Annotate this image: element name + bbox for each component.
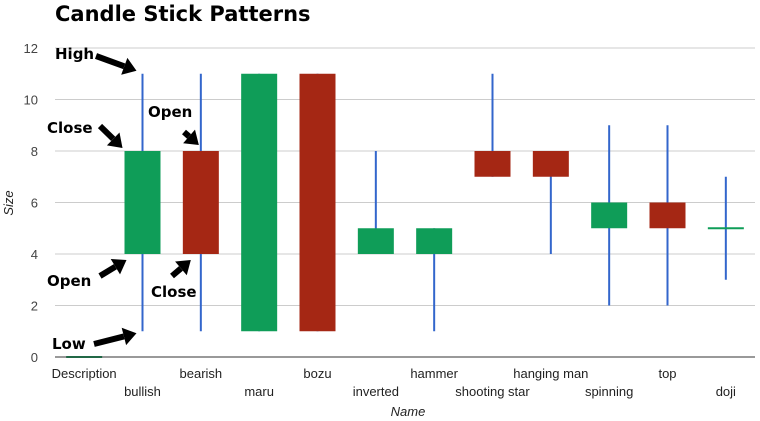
candle-body: [649, 202, 686, 229]
annotation-arrow: [97, 123, 116, 142]
candle-body: [474, 151, 511, 177]
candle-body: [241, 73, 278, 332]
annotation-label: High: [55, 45, 94, 63]
x-axis-title: Name: [391, 404, 426, 419]
annotation-arrow: [98, 264, 117, 279]
annotation-arrow: [170, 266, 183, 279]
annotation-label: Open: [148, 103, 192, 121]
x-tick-label: top: [658, 366, 676, 381]
y-axis-title: Size: [1, 190, 16, 215]
annotation-arrowhead: [175, 260, 191, 276]
candles: [66, 73, 744, 358]
x-tick-label: bullish: [124, 384, 161, 399]
x-tick-label: hanging man: [513, 366, 588, 381]
y-tick-label: 6: [31, 196, 38, 211]
chart-title: Candle Stick Patterns: [55, 2, 311, 26]
annotation-label: Low: [52, 335, 86, 353]
annotation-arrow: [182, 129, 192, 139]
candle: [299, 73, 336, 332]
annotation-arrow: [94, 53, 126, 70]
candle-body: [532, 151, 569, 177]
candle: [707, 176, 744, 280]
candle: [357, 151, 394, 254]
annotation-label: Close: [47, 119, 93, 137]
candle-body: [182, 151, 219, 254]
x-tick-label: bozu: [303, 366, 331, 381]
candle-body: [299, 73, 336, 332]
x-tick-label: doji: [716, 384, 736, 399]
candle-body: [416, 228, 453, 254]
candle: [416, 228, 453, 332]
annotations: High Close Open Open Close Low: [47, 45, 199, 353]
y-axis-ticks: 0 2 4 6 8 10 12: [24, 41, 38, 365]
y-tick-label: 12: [24, 41, 38, 56]
y-tick-label: 4: [31, 247, 38, 262]
x-axis-ticks: Description bullish bearish maru bozu inverte…: [52, 366, 736, 399]
y-tick-label: 8: [31, 144, 38, 159]
candle-body: [124, 151, 161, 254]
candle: [649, 125, 686, 306]
candle: [124, 73, 161, 332]
y-tick-label: 10: [24, 93, 38, 108]
x-tick-label: inverted: [353, 384, 399, 399]
annotation-label: Open: [47, 272, 91, 290]
x-tick-label: shooting star: [455, 384, 530, 399]
candle-body: [707, 227, 744, 230]
candle-body: [357, 228, 394, 254]
candle: [591, 125, 628, 306]
annotation-arrowhead: [183, 129, 199, 145]
y-tick-label: 0: [31, 350, 38, 365]
x-tick-label: Description: [52, 366, 117, 381]
annotation-label: Close: [151, 283, 197, 301]
candle: [241, 73, 278, 332]
candle: [182, 73, 219, 332]
annotation-arrowhead: [121, 57, 137, 75]
x-tick-label: spinning: [585, 384, 633, 399]
x-tick-label: hammer: [410, 366, 458, 381]
candle: [532, 151, 569, 254]
annotation-arrowhead: [110, 259, 127, 275]
annotation-arrowhead: [106, 132, 123, 148]
annotation-arrow: [93, 333, 125, 347]
x-tick-label: bearish: [180, 366, 223, 381]
gridlines: [55, 47, 755, 306]
x-tick-label: maru: [244, 384, 274, 399]
annotation-arrowhead: [121, 327, 137, 346]
y-tick-label: 2: [31, 299, 38, 314]
candle-body: [591, 202, 628, 229]
candle: [474, 73, 511, 177]
